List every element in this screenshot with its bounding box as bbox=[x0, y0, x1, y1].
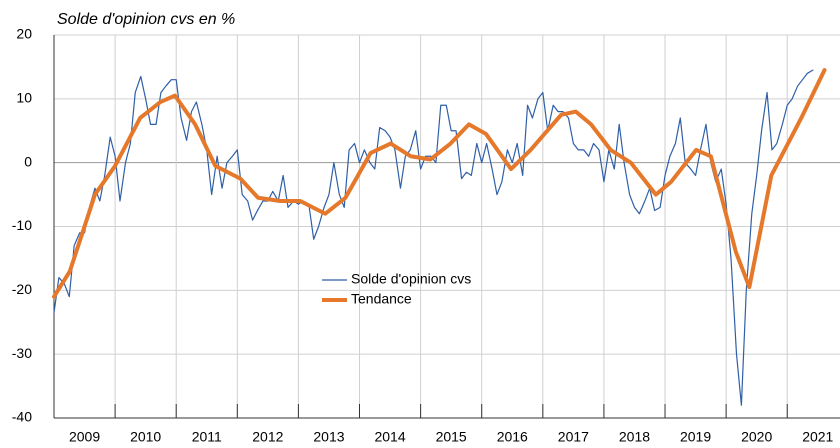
y-tick-label: -20 bbox=[12, 281, 32, 297]
x-tick-label: 2020 bbox=[741, 429, 772, 445]
y-tick-label: 0 bbox=[24, 153, 32, 169]
series-line bbox=[53, 69, 814, 406]
legend-label: Solde d'opinion cvs bbox=[351, 271, 471, 287]
grid bbox=[54, 34, 840, 419]
x-tick-label: 2013 bbox=[313, 429, 344, 445]
x-tick-label: 2012 bbox=[252, 429, 283, 445]
x-tick-label: 2015 bbox=[436, 429, 467, 445]
x-tick-label: 2016 bbox=[497, 429, 528, 445]
y-tick-label: -40 bbox=[12, 409, 32, 425]
legend: Solde d'opinion cvs Tendance bbox=[322, 271, 471, 307]
legend-label: Tendance bbox=[351, 291, 412, 307]
y-tick-label: 10 bbox=[16, 90, 32, 106]
x-tick-label: 2017 bbox=[558, 429, 589, 445]
y-tick-label: -10 bbox=[12, 217, 32, 233]
x-tick-label: 2018 bbox=[619, 429, 650, 445]
x-tick-label: 2021 bbox=[802, 429, 833, 445]
chart-title: Solde d'opinion cvs en % bbox=[57, 11, 235, 28]
lines bbox=[52, 68, 827, 406]
y-tick-label: 20 bbox=[16, 26, 32, 42]
x-tick-label: 2010 bbox=[130, 429, 161, 445]
x-tick-label: 2019 bbox=[680, 429, 711, 445]
axes: -40 -30 -20 -10 0 10 20 2009 2010 2011 2012 2013 201… bbox=[12, 26, 840, 445]
series-line bbox=[52, 68, 827, 299]
x-tick-label: 2009 bbox=[69, 429, 100, 445]
y-tick-label: -30 bbox=[12, 345, 32, 361]
x-tick-label: 2011 bbox=[192, 429, 222, 445]
x-tick-label: 2014 bbox=[374, 429, 405, 445]
